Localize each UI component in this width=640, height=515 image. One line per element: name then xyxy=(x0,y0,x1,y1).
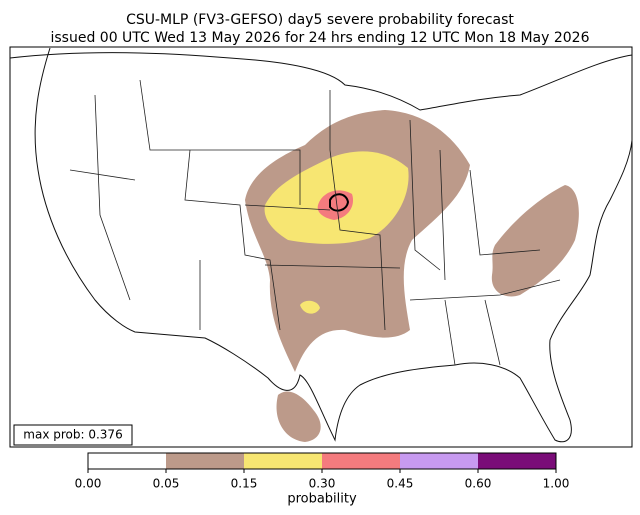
colorbar-tick-label: 0.30 xyxy=(309,477,336,491)
colorbar-tick-label: 0.15 xyxy=(231,477,258,491)
prob-area xyxy=(317,190,354,220)
colorbar-segment xyxy=(400,453,478,469)
max-prob: max prob: 0.376 xyxy=(23,428,122,442)
title-line: issued 00 UTC Wed 13 May 2026 for 24 hrs… xyxy=(50,30,589,46)
colorbar-segment xyxy=(478,453,556,469)
colorbar-tick-label: 0.05 xyxy=(153,477,180,491)
colorbar-tick-label: 0.45 xyxy=(387,477,414,491)
prob-area xyxy=(300,300,320,314)
colorbar-tick-label: 0.60 xyxy=(465,477,492,491)
colorbar: 0.00 0.05 0.15 0.30 0.45 0.60 1.00 xyxy=(75,452,570,491)
colorbar-segment xyxy=(88,453,166,469)
annotation-box: max prob: 0.376 xyxy=(13,424,133,446)
map xyxy=(9,46,633,448)
colorbar-label: probability xyxy=(287,492,357,507)
colorbar-tick-label: 0.00 xyxy=(75,477,102,491)
colorbar-segment xyxy=(166,453,244,469)
prob-area xyxy=(276,391,321,442)
prob-area xyxy=(491,185,579,297)
colorbar-tick-label: 1.00 xyxy=(543,477,570,491)
colorbar-segment xyxy=(244,453,322,469)
colorbar-segment xyxy=(322,453,400,469)
title-line: CSU-MLP (FV3-GEFSO) day5 severe probabil… xyxy=(126,12,514,28)
